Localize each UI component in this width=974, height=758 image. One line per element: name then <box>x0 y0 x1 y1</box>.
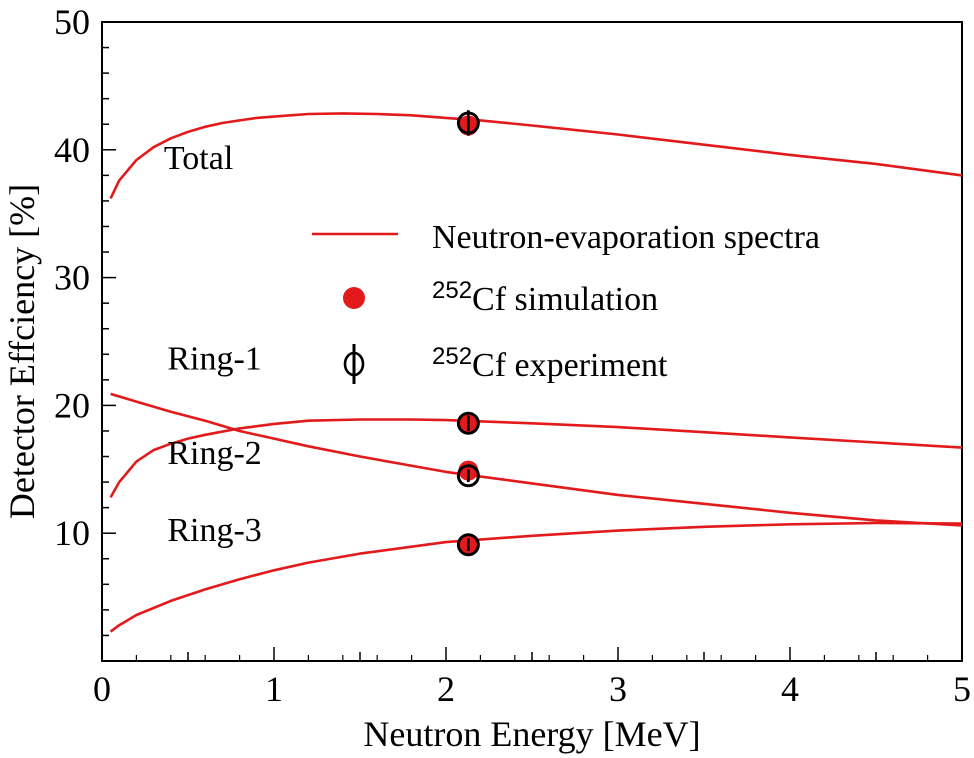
experiment-point-ring-3 <box>456 533 480 557</box>
x-tick-label: 3 <box>609 669 627 709</box>
series-line-total <box>109 112 963 199</box>
y-tick-label: 50 <box>54 2 90 42</box>
x-axis-label: Neutron Energy [MeV] <box>363 714 700 754</box>
series-line-ring-1 <box>109 418 963 499</box>
experiment-point-ring-1 <box>456 411 480 435</box>
axes: 0 1 2 3 4 5 10 20 30 40 50 <box>54 2 971 709</box>
legend-superscript: 252 <box>432 277 472 304</box>
y-tick-label: 30 <box>54 258 90 298</box>
x-tick-label: 5 <box>953 669 971 709</box>
legend-experiment-symbol <box>343 351 365 377</box>
legend-simulation-symbol <box>343 287 365 309</box>
experiment-point-ring-2 <box>456 464 480 488</box>
series-lines <box>109 112 963 633</box>
curve-label-ring-2: Ring-2 <box>167 435 261 472</box>
y-tick-label: 20 <box>54 385 90 425</box>
curve-labels: Total Ring-1 Ring-2 Ring-3 <box>164 140 262 549</box>
legend-entry-2: 252Cf simulation <box>432 277 658 318</box>
y-tick-label: 40 <box>54 130 90 170</box>
legend-text-main: Cf experiment <box>472 347 668 384</box>
x-tick-label: 4 <box>781 669 799 709</box>
y-tick-label: 10 <box>54 513 90 553</box>
curve-label-ring-3: Ring-3 <box>167 512 261 549</box>
legend: Neutron-evaporation spectra 252Cf simulat… <box>312 219 820 384</box>
legend-entry-3: 252Cf experiment <box>432 343 668 384</box>
y-axis-label: Detector Effciency [%] <box>2 184 42 519</box>
curve-label-total: Total <box>164 140 233 177</box>
x-tick-label: 0 <box>93 669 111 709</box>
curve-label-ring-1: Ring-1 <box>167 341 261 378</box>
markers <box>456 110 480 557</box>
legend-superscript: 252 <box>432 343 472 370</box>
x-tick-label: 2 <box>437 669 455 709</box>
legend-text-main: Cf simulation <box>472 281 658 318</box>
series-line-ring-3 <box>109 521 963 633</box>
x-tick-label: 1 <box>265 669 283 709</box>
series-line-ring-2 <box>110 392 963 527</box>
legend-entry-1: Neutron-evaporation spectra <box>432 219 820 256</box>
experiment-point-total <box>456 111 480 135</box>
